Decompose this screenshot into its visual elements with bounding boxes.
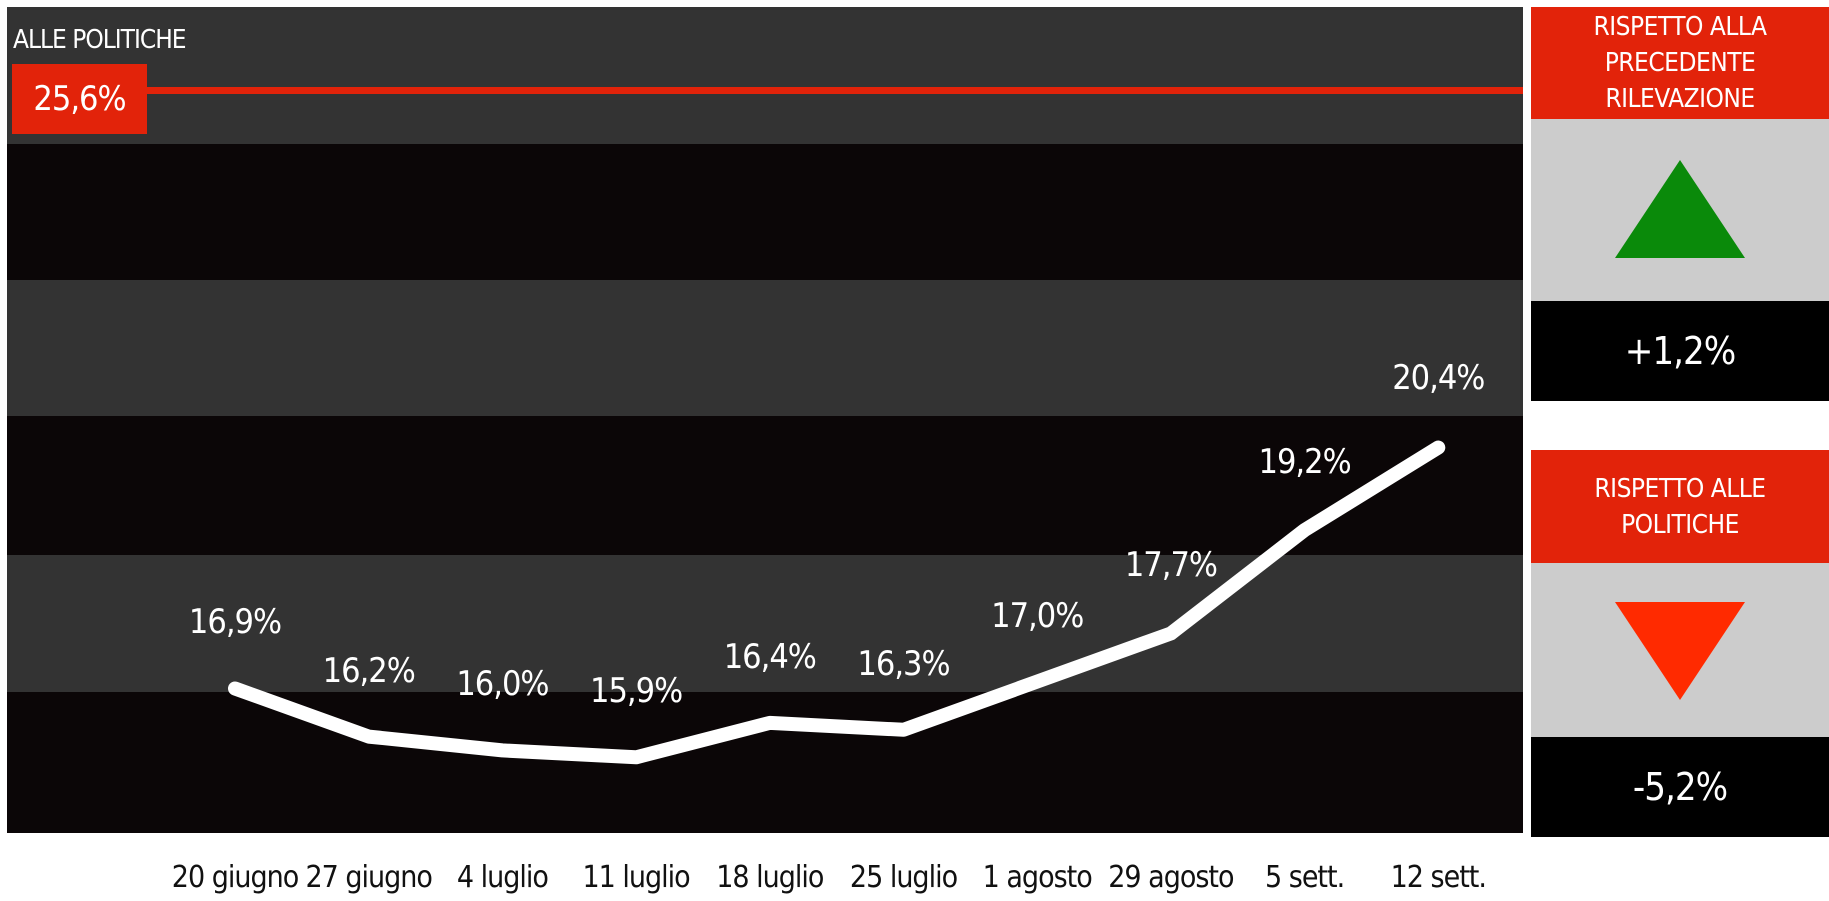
data-label: 16,4% bbox=[723, 636, 817, 677]
reference-title: ALLE POLITICHE bbox=[13, 25, 187, 55]
reference-line bbox=[147, 86, 1523, 94]
data-label: 16,3% bbox=[857, 643, 950, 684]
data-point bbox=[234, 687, 236, 690]
data-label: 15,9% bbox=[590, 671, 683, 712]
data-label: 16,0% bbox=[456, 664, 549, 705]
reference-value: 25,6% bbox=[12, 64, 147, 134]
x-tick-label: 18 luglio bbox=[716, 860, 824, 895]
data-label: 17,7% bbox=[1124, 545, 1218, 586]
data-point bbox=[635, 756, 638, 759]
x-tick-label: 25 luglio bbox=[849, 860, 958, 895]
panel-title: RISPETTO ALLA PRECEDENTE RILEVAZIONE bbox=[1531, 7, 1829, 119]
x-tick-label: 1 agosto bbox=[982, 860, 1093, 895]
x-tick-label: 11 luglio bbox=[582, 860, 691, 895]
x-tick-label: 4 luglio bbox=[456, 860, 549, 895]
data-label: 20,4% bbox=[1392, 357, 1485, 398]
band bbox=[7, 416, 1523, 555]
band bbox=[7, 692, 1523, 833]
band bbox=[7, 555, 1523, 692]
band bbox=[7, 280, 1523, 416]
chart-area: ALLE POLITICHE 25,6% 16,9% 16,2% 16,0% 15,9… bbox=[7, 7, 1523, 833]
data-point bbox=[1303, 529, 1306, 532]
data-point bbox=[1169, 632, 1172, 635]
data-label: 19,2% bbox=[1258, 442, 1352, 483]
panel-value: +1,2% bbox=[1531, 301, 1829, 401]
band bbox=[7, 144, 1523, 280]
line-chart bbox=[228, 440, 1446, 765]
x-tick-label: 27 giugno bbox=[305, 860, 432, 895]
triangle-down-icon bbox=[1615, 602, 1745, 700]
series-line bbox=[228, 440, 1446, 765]
data-point bbox=[1036, 680, 1039, 683]
data-label: 17,0% bbox=[991, 595, 1084, 636]
panel-icon-area bbox=[1531, 563, 1829, 737]
x-tick-label: 5 sett. bbox=[1265, 860, 1345, 895]
data-point bbox=[768, 721, 771, 724]
data-point bbox=[902, 728, 905, 731]
panel-politiche: RISPETTO ALLE POLITICHE -5,2% bbox=[1531, 450, 1829, 837]
panel-previous: RISPETTO ALLA PRECEDENTE RILEVAZIONE +1,… bbox=[1531, 7, 1829, 401]
panel-title: RISPETTO ALLE POLITICHE bbox=[1531, 450, 1829, 563]
data-point bbox=[501, 749, 504, 752]
x-tick-label: 12 sett. bbox=[1390, 860, 1487, 895]
data-label: 16,2% bbox=[322, 650, 416, 691]
data-point bbox=[367, 735, 370, 738]
data-point bbox=[1437, 446, 1440, 449]
x-tick-label: 20 giugno bbox=[171, 860, 299, 895]
data-label: 16,9% bbox=[188, 602, 282, 643]
x-tick-label: 29 agosto bbox=[1108, 860, 1234, 895]
band bbox=[7, 7, 1523, 144]
panel-value: -5,2% bbox=[1531, 737, 1829, 837]
triangle-up-icon bbox=[1615, 160, 1745, 258]
panel-icon-area bbox=[1531, 119, 1829, 301]
